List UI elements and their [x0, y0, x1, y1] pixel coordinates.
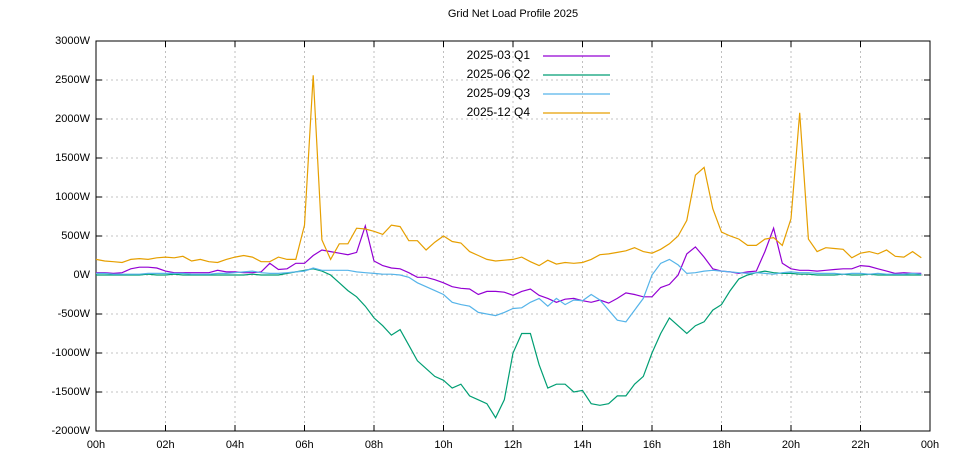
x-tick-label: 16h	[643, 439, 661, 451]
y-tick-label: 500W	[61, 230, 90, 242]
x-tick-label: 00h	[921, 439, 939, 451]
series-line	[96, 258, 922, 323]
y-tick-label: 3000W	[55, 35, 90, 47]
chart-title: Grid Net Load Profile 2025	[448, 8, 578, 20]
x-tick-label: 14h	[573, 439, 591, 451]
x-tick-label: 12h	[504, 439, 522, 451]
y-tick-label: 2500W	[55, 74, 90, 86]
x-tick-label: 20h	[782, 439, 800, 451]
x-tick-label: 18h	[712, 439, 730, 451]
legend-label: 2025-06 Q2	[467, 67, 531, 81]
legend-label: 2025-09 Q3	[467, 86, 531, 100]
y-tick-label: -1500W	[51, 386, 90, 398]
x-tick-label: 08h	[365, 439, 383, 451]
series-line	[96, 268, 922, 419]
series-line	[95, 75, 922, 267]
x-tick-label: 04h	[226, 439, 244, 451]
legend-label: 2025-03 Q1	[467, 48, 531, 62]
y-tick-label: -1000W	[51, 347, 90, 359]
x-tick-label: 06h	[295, 439, 313, 451]
x-tick-label: 22h	[851, 439, 869, 451]
y-tick-label: -2000W	[51, 425, 90, 437]
series-line	[96, 223, 922, 304]
y-tick-label: 0W	[74, 269, 91, 281]
y-tick-label: 1500W	[55, 152, 90, 164]
y-tick-label: 1000W	[55, 191, 90, 203]
y-tick-label: 2000W	[55, 113, 90, 125]
y-tick-label: -500W	[58, 308, 91, 320]
x-tick-label: 02h	[156, 439, 174, 451]
x-tick-label: 00h	[87, 439, 105, 451]
legend-label: 2025-12 Q4	[467, 105, 531, 119]
plot-border	[95, 40, 931, 432]
x-tick-label: 10h	[434, 439, 452, 451]
